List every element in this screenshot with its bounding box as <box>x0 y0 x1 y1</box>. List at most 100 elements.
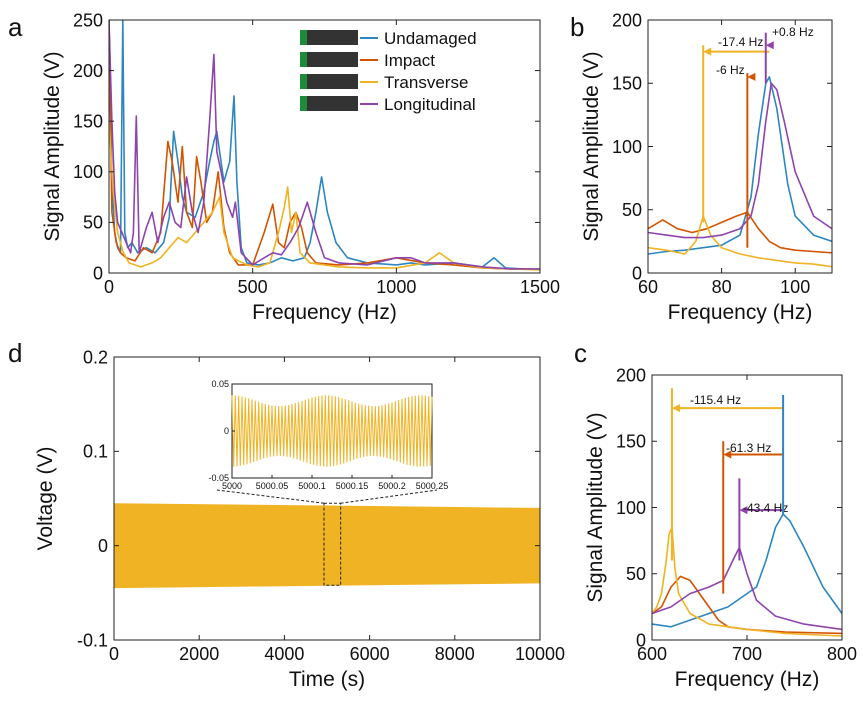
panel-b-annotation-1: -6 Hz <box>716 63 745 77</box>
panel-a-series-line-2 <box>109 121 540 271</box>
panel-c: 600 700 800 0 50 100 150 200 Frequency (Hz) Signa… <box>584 365 857 691</box>
inset-xtick-label-5: 5000.25 <box>416 481 449 491</box>
panel-b-letter: b <box>570 12 584 42</box>
panel-d-ytick-label-0: -0.1 <box>77 630 108 650</box>
panel-c-xtick-label-2: 800 <box>827 644 857 664</box>
panel-c-xtick-label-1: 700 <box>732 644 762 664</box>
panel-d-ylabel: Voltage (V) <box>34 447 57 551</box>
panel-c-annotation-2: -43.4 Hz <box>743 501 788 515</box>
panel-a-ytick-label-4: 200 <box>73 61 103 81</box>
panel-c-ytick-label-3: 150 <box>616 432 646 452</box>
panel-a-xlabel: Frequency (Hz) <box>252 301 397 324</box>
inset-xtick-label-1: 5000.05 <box>256 481 289 491</box>
panel-b-arrow-head-1 <box>747 72 756 81</box>
panel-c-annotation-0: -115.4 Hz <box>690 393 741 407</box>
panel-c-ytick-label-2: 100 <box>616 498 646 518</box>
panel-a-plot-area <box>109 20 540 271</box>
panel-c-series-line-2 <box>652 526 842 637</box>
panel-b-annotation-2: +0.8 Hz <box>772 25 814 39</box>
panel-a-ytick-label-5: 250 <box>73 10 103 30</box>
panel-d-ytick-label-3: 0.2 <box>83 347 108 367</box>
panel-c-xtick-label-0: 600 <box>637 644 667 664</box>
panel-d-series-band-0 <box>114 503 540 589</box>
panel-c-ytick-label-0: 0 <box>636 630 646 650</box>
inset-xtick-label-3: 5000.15 <box>336 481 369 491</box>
panel-c-letter: c <box>574 338 587 368</box>
zoom-connector-right <box>340 489 438 504</box>
panel-b-ylabel: Signal Amplitude (V) <box>580 51 603 241</box>
legend-sample-body-0 <box>300 30 358 45</box>
panel-a-xtick-label-0: 0 <box>104 277 114 297</box>
panel-b-ytick-label-4: 200 <box>612 10 642 30</box>
panel-d-xtick-label-5: 10000 <box>515 644 565 664</box>
panel-a-xtick-label-2: 1000 <box>376 277 416 297</box>
inset-ytick-label-2: 0.05 <box>211 379 229 389</box>
legend-sample-clamp-2 <box>300 74 307 89</box>
inset-ytick-label-0: -0.05 <box>208 473 229 483</box>
panel-c-arrow-head-0 <box>671 404 680 413</box>
legend-sample-body-3 <box>300 96 358 111</box>
panel-b-arrow-head-0 <box>703 47 712 56</box>
panel-b-ytick-label-3: 150 <box>612 74 642 94</box>
panel-a-ytick-label-3: 150 <box>73 112 103 132</box>
panel-d-xtick-label-4: 8000 <box>435 644 475 664</box>
legend-sample-body-1 <box>300 52 358 67</box>
panel-a-ytick-label-0: 0 <box>93 263 103 283</box>
panel-d-xtick-label-0: 0 <box>109 644 119 664</box>
panel-b-xtick-label-2: 100 <box>780 277 810 297</box>
panel-b: 60 80 100 0 50 100 150 200 Frequency (Hz) Signal … <box>580 10 833 324</box>
panel-b-plot-area <box>648 76 832 268</box>
panel-b-series-line-1 <box>648 211 832 254</box>
panel-a-series-line-0 <box>109 20 540 270</box>
panel-b-xtick-label-1: 80 <box>712 277 732 297</box>
panel-b-xtick-label-0: 60 <box>638 277 658 297</box>
panel-c-series-line-3 <box>652 546 842 631</box>
panel-a-letter: a <box>8 12 23 42</box>
legend-label-2: Transverse <box>384 73 468 92</box>
inset-ytick-label-1: 0 <box>224 426 229 436</box>
legend-sample-clamp-3 <box>300 96 307 111</box>
panel-d-plot-area <box>114 503 540 589</box>
panel-b-annotation-0: -17.4 Hz <box>718 35 763 49</box>
panel-b-ytick-label-1: 50 <box>622 200 642 220</box>
panel-b-arrow-head-2 <box>765 41 774 50</box>
panel-b-ytick-label-0: 0 <box>632 263 642 283</box>
panel-a-ytick-label-1: 50 <box>83 213 103 233</box>
panel-a-ytick-label-2: 100 <box>73 162 103 182</box>
panel-a-series-line-3 <box>109 20 540 270</box>
inset-xtick-label-4: 5000.2 <box>378 481 406 491</box>
panel-d-letter: d <box>8 338 22 368</box>
panel-d-xlabel: Time (s) <box>289 668 365 691</box>
panel-c-ytick-label-4: 200 <box>616 365 646 385</box>
panel-c-arrow-head-1 <box>723 450 732 459</box>
panel-c-ytick-label-1: 50 <box>626 564 646 584</box>
inset-xtick-label-0: 5000 <box>222 481 242 491</box>
legend-sample-icon-0 <box>300 30 358 45</box>
panel-b-series-line-2 <box>648 215 832 268</box>
panel-d-ytick-label-2: 0.1 <box>83 442 108 462</box>
panel-d-axes-box <box>113 356 541 641</box>
zoom-connector-left <box>216 489 325 504</box>
legend-label-0: Undamaged <box>384 29 477 48</box>
panel-c-ylabel: Signal Amplitude (V) <box>584 412 607 602</box>
panel-c-xlabel: Frequency (Hz) <box>675 668 820 691</box>
inset-xtick-label-2: 5000.1 <box>298 481 326 491</box>
legend-sample-icon-1 <box>300 52 358 67</box>
legend-sample-icon-3 <box>300 96 358 111</box>
panel-b-series-line-3 <box>648 82 832 239</box>
panel-a: 0 500 1000 1500 0 50 100 150 200 250 Frequency (Hz… <box>41 10 560 324</box>
legend-label-3: Longitudinal <box>384 95 476 114</box>
panel-b-series-line-0 <box>648 76 832 255</box>
panel-a-xtick-label-1: 500 <box>238 277 268 297</box>
panel-c-arrow-head-2 <box>739 506 748 515</box>
panel-d-xtick-label-2: 4000 <box>264 644 304 664</box>
panel-a-ylabel: Signal Amplitude (V) <box>41 51 64 241</box>
panel-b-ytick-label-2: 100 <box>612 137 642 157</box>
legend-sample-clamp-1 <box>300 52 307 67</box>
panel-b-xlabel: Frequency (Hz) <box>668 301 813 324</box>
inset-signal-line <box>231 395 433 467</box>
legend-label-1: Impact <box>384 51 435 70</box>
panel-c-series-line-0 <box>652 513 842 628</box>
legend-sample-icon-2 <box>300 74 358 89</box>
